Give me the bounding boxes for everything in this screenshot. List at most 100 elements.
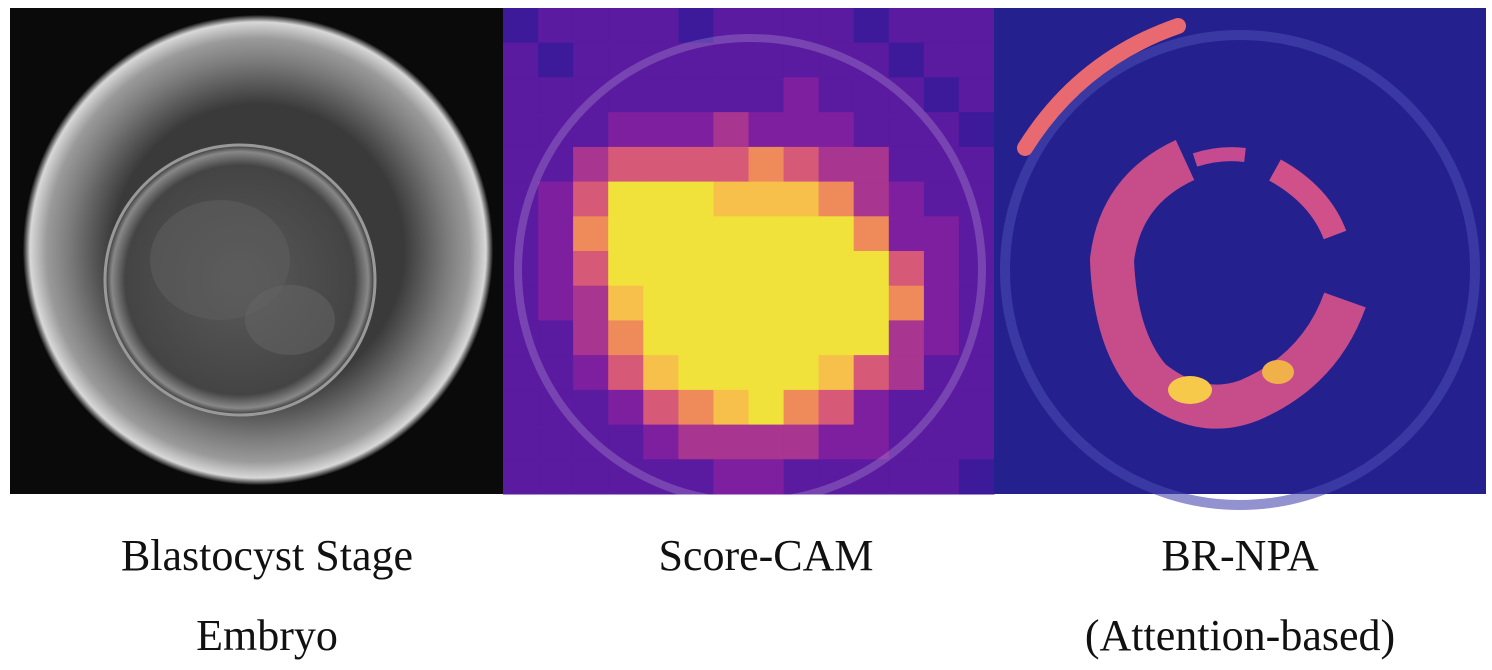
heat-cell xyxy=(888,216,925,252)
heat-cell xyxy=(608,251,644,287)
heat-cell xyxy=(923,146,960,183)
heat-cell xyxy=(818,389,855,426)
heat-cell xyxy=(888,112,925,148)
heat-cell xyxy=(783,42,820,78)
heat-cell xyxy=(853,112,890,148)
heat-cell xyxy=(573,320,609,356)
heat-cell xyxy=(958,146,995,183)
heat-cell xyxy=(853,424,890,460)
heat-cell xyxy=(923,8,960,44)
heat-cell xyxy=(503,285,539,321)
heat-cell xyxy=(538,181,574,217)
heat-cell xyxy=(713,355,749,391)
heat-cell xyxy=(608,112,644,148)
heat-cell xyxy=(748,459,785,495)
heat-cell xyxy=(573,112,609,148)
heat-cell xyxy=(888,320,925,356)
heat-cell xyxy=(713,42,749,78)
heat-cell xyxy=(783,251,820,287)
heat-cell xyxy=(503,146,539,183)
heat-cell xyxy=(748,424,785,460)
caption: Score-CAM xyxy=(658,531,873,580)
heat-cell xyxy=(573,77,609,113)
embryo-image xyxy=(10,8,503,494)
heat-cell xyxy=(958,77,995,113)
heat-cell xyxy=(678,424,714,460)
heat-cell xyxy=(818,320,855,356)
heat-cell xyxy=(923,355,960,391)
heat-cell xyxy=(503,8,539,44)
heat-cell xyxy=(678,146,714,183)
heat-cell xyxy=(678,42,714,78)
heat-cell xyxy=(678,251,714,287)
heat-cell xyxy=(608,355,644,391)
heat-cell xyxy=(888,355,925,391)
heat-cell xyxy=(783,8,820,44)
heat-cell xyxy=(608,8,644,44)
heat-cell xyxy=(958,355,995,391)
heat-cell xyxy=(923,320,960,356)
heat-cell xyxy=(748,146,785,183)
heat-cell xyxy=(748,42,785,78)
heat-cell xyxy=(573,459,609,495)
heat-cell xyxy=(643,459,679,495)
heat-cell xyxy=(713,181,749,217)
heat-cell xyxy=(818,216,855,252)
heat-cell xyxy=(818,8,855,44)
heat-cell xyxy=(573,285,609,321)
heat-cell xyxy=(783,459,820,495)
heat-cell xyxy=(713,146,749,183)
heat-cell xyxy=(643,285,679,321)
heat-cell xyxy=(608,424,644,460)
heat-cell xyxy=(643,424,679,460)
heat-cell xyxy=(853,8,890,44)
heat-cell xyxy=(923,181,960,217)
heat-cell xyxy=(853,181,890,217)
heat-cell xyxy=(748,77,785,113)
heat-cell xyxy=(818,77,855,113)
heat-cell xyxy=(958,181,995,217)
heat-cell xyxy=(678,112,714,148)
heat-cell xyxy=(608,42,644,78)
heat-cell xyxy=(713,77,749,113)
heat-cell xyxy=(538,459,574,495)
heat-cell xyxy=(923,389,960,426)
heat-cell xyxy=(783,77,820,113)
heat-cell xyxy=(538,77,574,113)
heat-cell xyxy=(748,181,785,217)
heat-cell xyxy=(888,181,925,217)
heat-cell xyxy=(503,181,539,217)
heat-cell xyxy=(713,389,749,426)
caption: (Attention-based) xyxy=(1085,611,1395,660)
heat-cell xyxy=(713,8,749,44)
heat-cell xyxy=(853,285,890,321)
heat-cell xyxy=(888,251,925,287)
heat-cell xyxy=(678,8,714,44)
heat-cell xyxy=(958,251,995,287)
heat-cell xyxy=(538,146,574,183)
heat-cell xyxy=(678,77,714,113)
heat-cell xyxy=(748,285,785,321)
heat-cell xyxy=(783,285,820,321)
heat-cell xyxy=(783,112,820,148)
heat-cell xyxy=(643,77,679,113)
heat-cell xyxy=(573,424,609,460)
heat-cell xyxy=(608,146,644,183)
heat-cell xyxy=(783,424,820,460)
heat-cell xyxy=(748,8,785,44)
heat-cell xyxy=(573,146,609,183)
heat-cell xyxy=(643,355,679,391)
score-cam-image xyxy=(503,8,995,506)
caption: Embryo xyxy=(196,611,338,660)
heat-cell xyxy=(643,216,679,252)
heat-cell xyxy=(503,42,539,78)
heat-cell xyxy=(643,8,679,44)
heat-cell xyxy=(748,216,785,252)
heat-cell xyxy=(608,181,644,217)
heat-cell xyxy=(888,146,925,183)
heat-cell xyxy=(538,251,574,287)
heat-cell xyxy=(818,251,855,287)
heat-cell xyxy=(643,146,679,183)
heat-cell xyxy=(678,216,714,252)
